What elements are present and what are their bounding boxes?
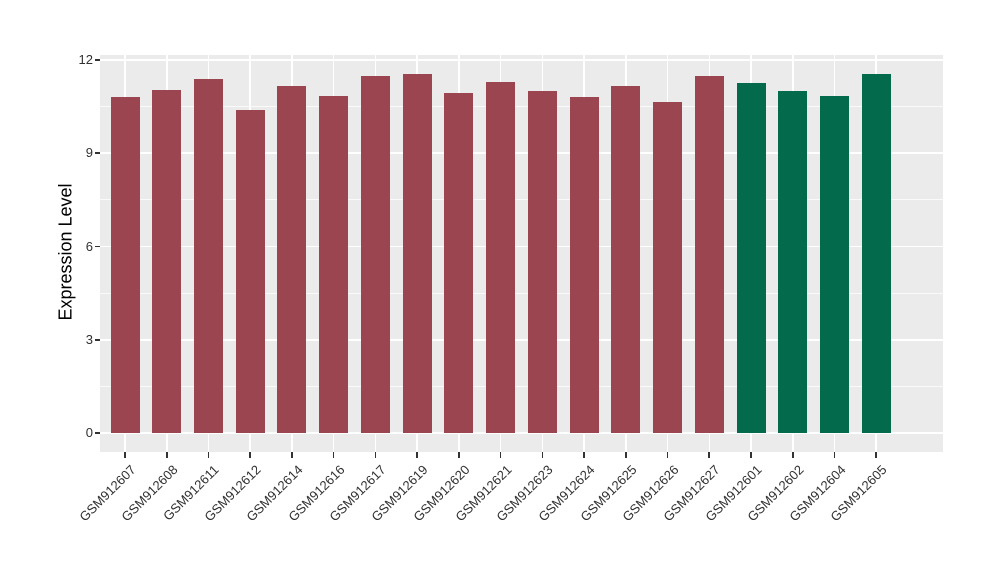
gridline-y-major <box>100 152 943 155</box>
bar-GSM912611 <box>194 78 223 433</box>
bar-GSM912604 <box>819 95 849 433</box>
bar-GSM912623 <box>527 91 557 433</box>
bar-GSM912617 <box>360 75 390 433</box>
bar-GSM912607 <box>110 97 140 433</box>
y-tick-mark <box>95 152 100 155</box>
x-tick-mark <box>625 452 627 458</box>
bar-GSM912601 <box>736 83 766 433</box>
x-tick-mark <box>666 452 669 458</box>
gridline-y-minor <box>100 385 943 387</box>
x-tick-mark <box>374 452 377 458</box>
bar-GSM912616 <box>319 95 349 433</box>
x-tick-mark <box>833 452 836 458</box>
bar-GSM912626 <box>653 101 683 433</box>
bar-GSM912612 <box>235 109 265 433</box>
x-tick-mark <box>499 452 502 458</box>
y-tick-label: 12 <box>78 52 93 67</box>
y-tick-mark <box>95 59 100 61</box>
bar-GSM912624 <box>569 97 599 433</box>
x-tick-mark <box>291 452 293 458</box>
y-tick-label: 0 <box>85 425 93 440</box>
y-tick-mark <box>95 338 100 341</box>
gridline-y-major <box>100 59 943 61</box>
x-tick-mark <box>207 452 210 458</box>
x-tick-mark <box>124 452 126 458</box>
bar-GSM912602 <box>778 91 808 433</box>
plot-panel <box>100 55 943 452</box>
x-tick-mark <box>541 452 544 458</box>
x-tick-mark <box>583 452 585 458</box>
x-tick-mark <box>416 452 418 458</box>
gridline-y-minor <box>100 199 943 201</box>
x-tick-mark <box>458 452 460 458</box>
gridline-y-major <box>100 432 943 434</box>
x-tick-mark <box>750 452 752 458</box>
bar-GSM912605 <box>861 73 891 433</box>
y-tick-label: 3 <box>85 331 93 347</box>
gridline-y-minor <box>100 106 943 108</box>
x-tick-mark <box>249 452 252 458</box>
bar-GSM912625 <box>611 86 641 433</box>
bar-GSM912608 <box>152 89 182 433</box>
bar-GSM912614 <box>277 86 307 433</box>
gridline-y-major <box>100 245 943 248</box>
bar-GSM912627 <box>694 75 724 433</box>
bar-GSM912619 <box>402 73 432 433</box>
x-tick-mark <box>165 452 168 458</box>
gridline-y-minor <box>100 292 943 294</box>
gridline-y-major <box>100 338 943 341</box>
x-tick-mark <box>791 452 794 458</box>
bar-GSM912621 <box>486 81 516 433</box>
y-tick-mark <box>95 432 100 434</box>
y-axis-title: Expression Level <box>55 183 76 321</box>
y-tick-label: 9 <box>85 145 93 161</box>
y-tick-label: 6 <box>85 238 93 254</box>
x-tick-mark <box>875 452 878 458</box>
x-tick-mark <box>332 452 335 458</box>
bar-GSM912620 <box>444 92 474 433</box>
x-tick-mark <box>708 452 711 458</box>
y-tick-mark <box>95 245 100 248</box>
